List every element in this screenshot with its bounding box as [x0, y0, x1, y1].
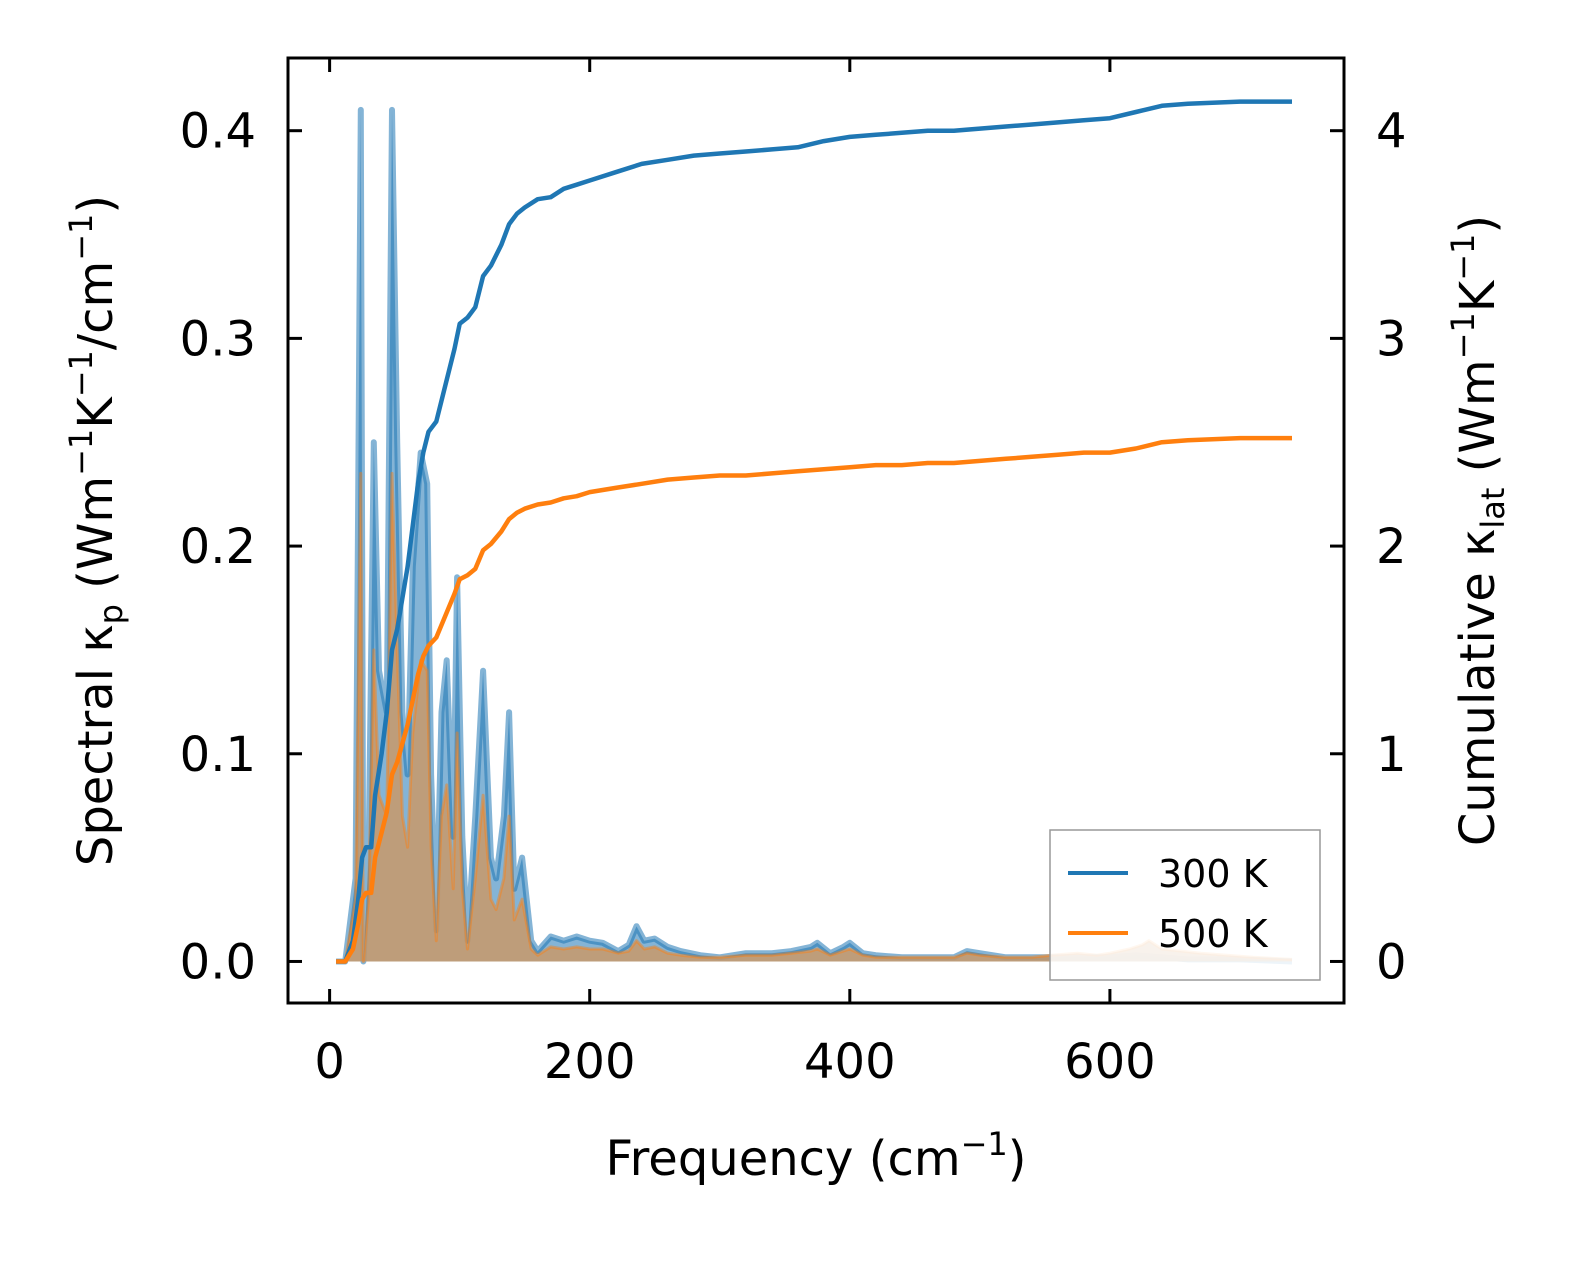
- x-tick-label: 0: [314, 1034, 345, 1090]
- x-tick-label: 400: [804, 1034, 896, 1090]
- y-right-tick-label: 2: [1376, 519, 1407, 575]
- cumulative-line-500k: [336, 435, 1292, 964]
- y-right-tick-label: 1: [1376, 727, 1407, 783]
- y-right-tick-label: 0: [1376, 934, 1407, 990]
- y-left-tick-label: 0.0: [180, 934, 256, 990]
- y-left-tick-label: 0.1: [180, 727, 256, 783]
- y-right-tick-label: 4: [1376, 104, 1407, 160]
- spectral-500k-outline: [336, 471, 1293, 963]
- x-tick-label: 200: [544, 1034, 636, 1090]
- y-axis-label-right: Cumulative κlat (Wm−1K−1): [1444, 215, 1512, 846]
- spectral-500k-area: [336, 473, 1293, 962]
- legend: 300 K 500 K: [1049, 829, 1321, 981]
- x-tick-label: 600: [1064, 1034, 1156, 1090]
- axis-ticks: 0 200 400 600 0.0 0.1 0.2 0.3 0.4 0 1 2 3 4: [180, 58, 1407, 1090]
- y-left-tick-label: 0.2: [180, 519, 256, 575]
- plot-frame: [286, 56, 1346, 1005]
- legend-box: [1049, 829, 1321, 981]
- series-lines: [336, 99, 1292, 964]
- cumulative-line-300k: [336, 99, 1292, 964]
- x-axis-label: Frequency (cm−1): [605, 1125, 1026, 1187]
- spectral-fills: [336, 106, 1293, 965]
- y-left-tick-label: 0.4: [180, 104, 256, 160]
- legend-label-500k: 500 K: [1158, 912, 1269, 956]
- y-left-tick-label: 0.3: [180, 311, 256, 367]
- y-axis-label-left: Spectral κp (Wm−1K−1/cm−1): [62, 195, 130, 866]
- legend-label-300k: 300 K: [1158, 852, 1269, 896]
- y-right-tick-label: 3: [1376, 311, 1407, 367]
